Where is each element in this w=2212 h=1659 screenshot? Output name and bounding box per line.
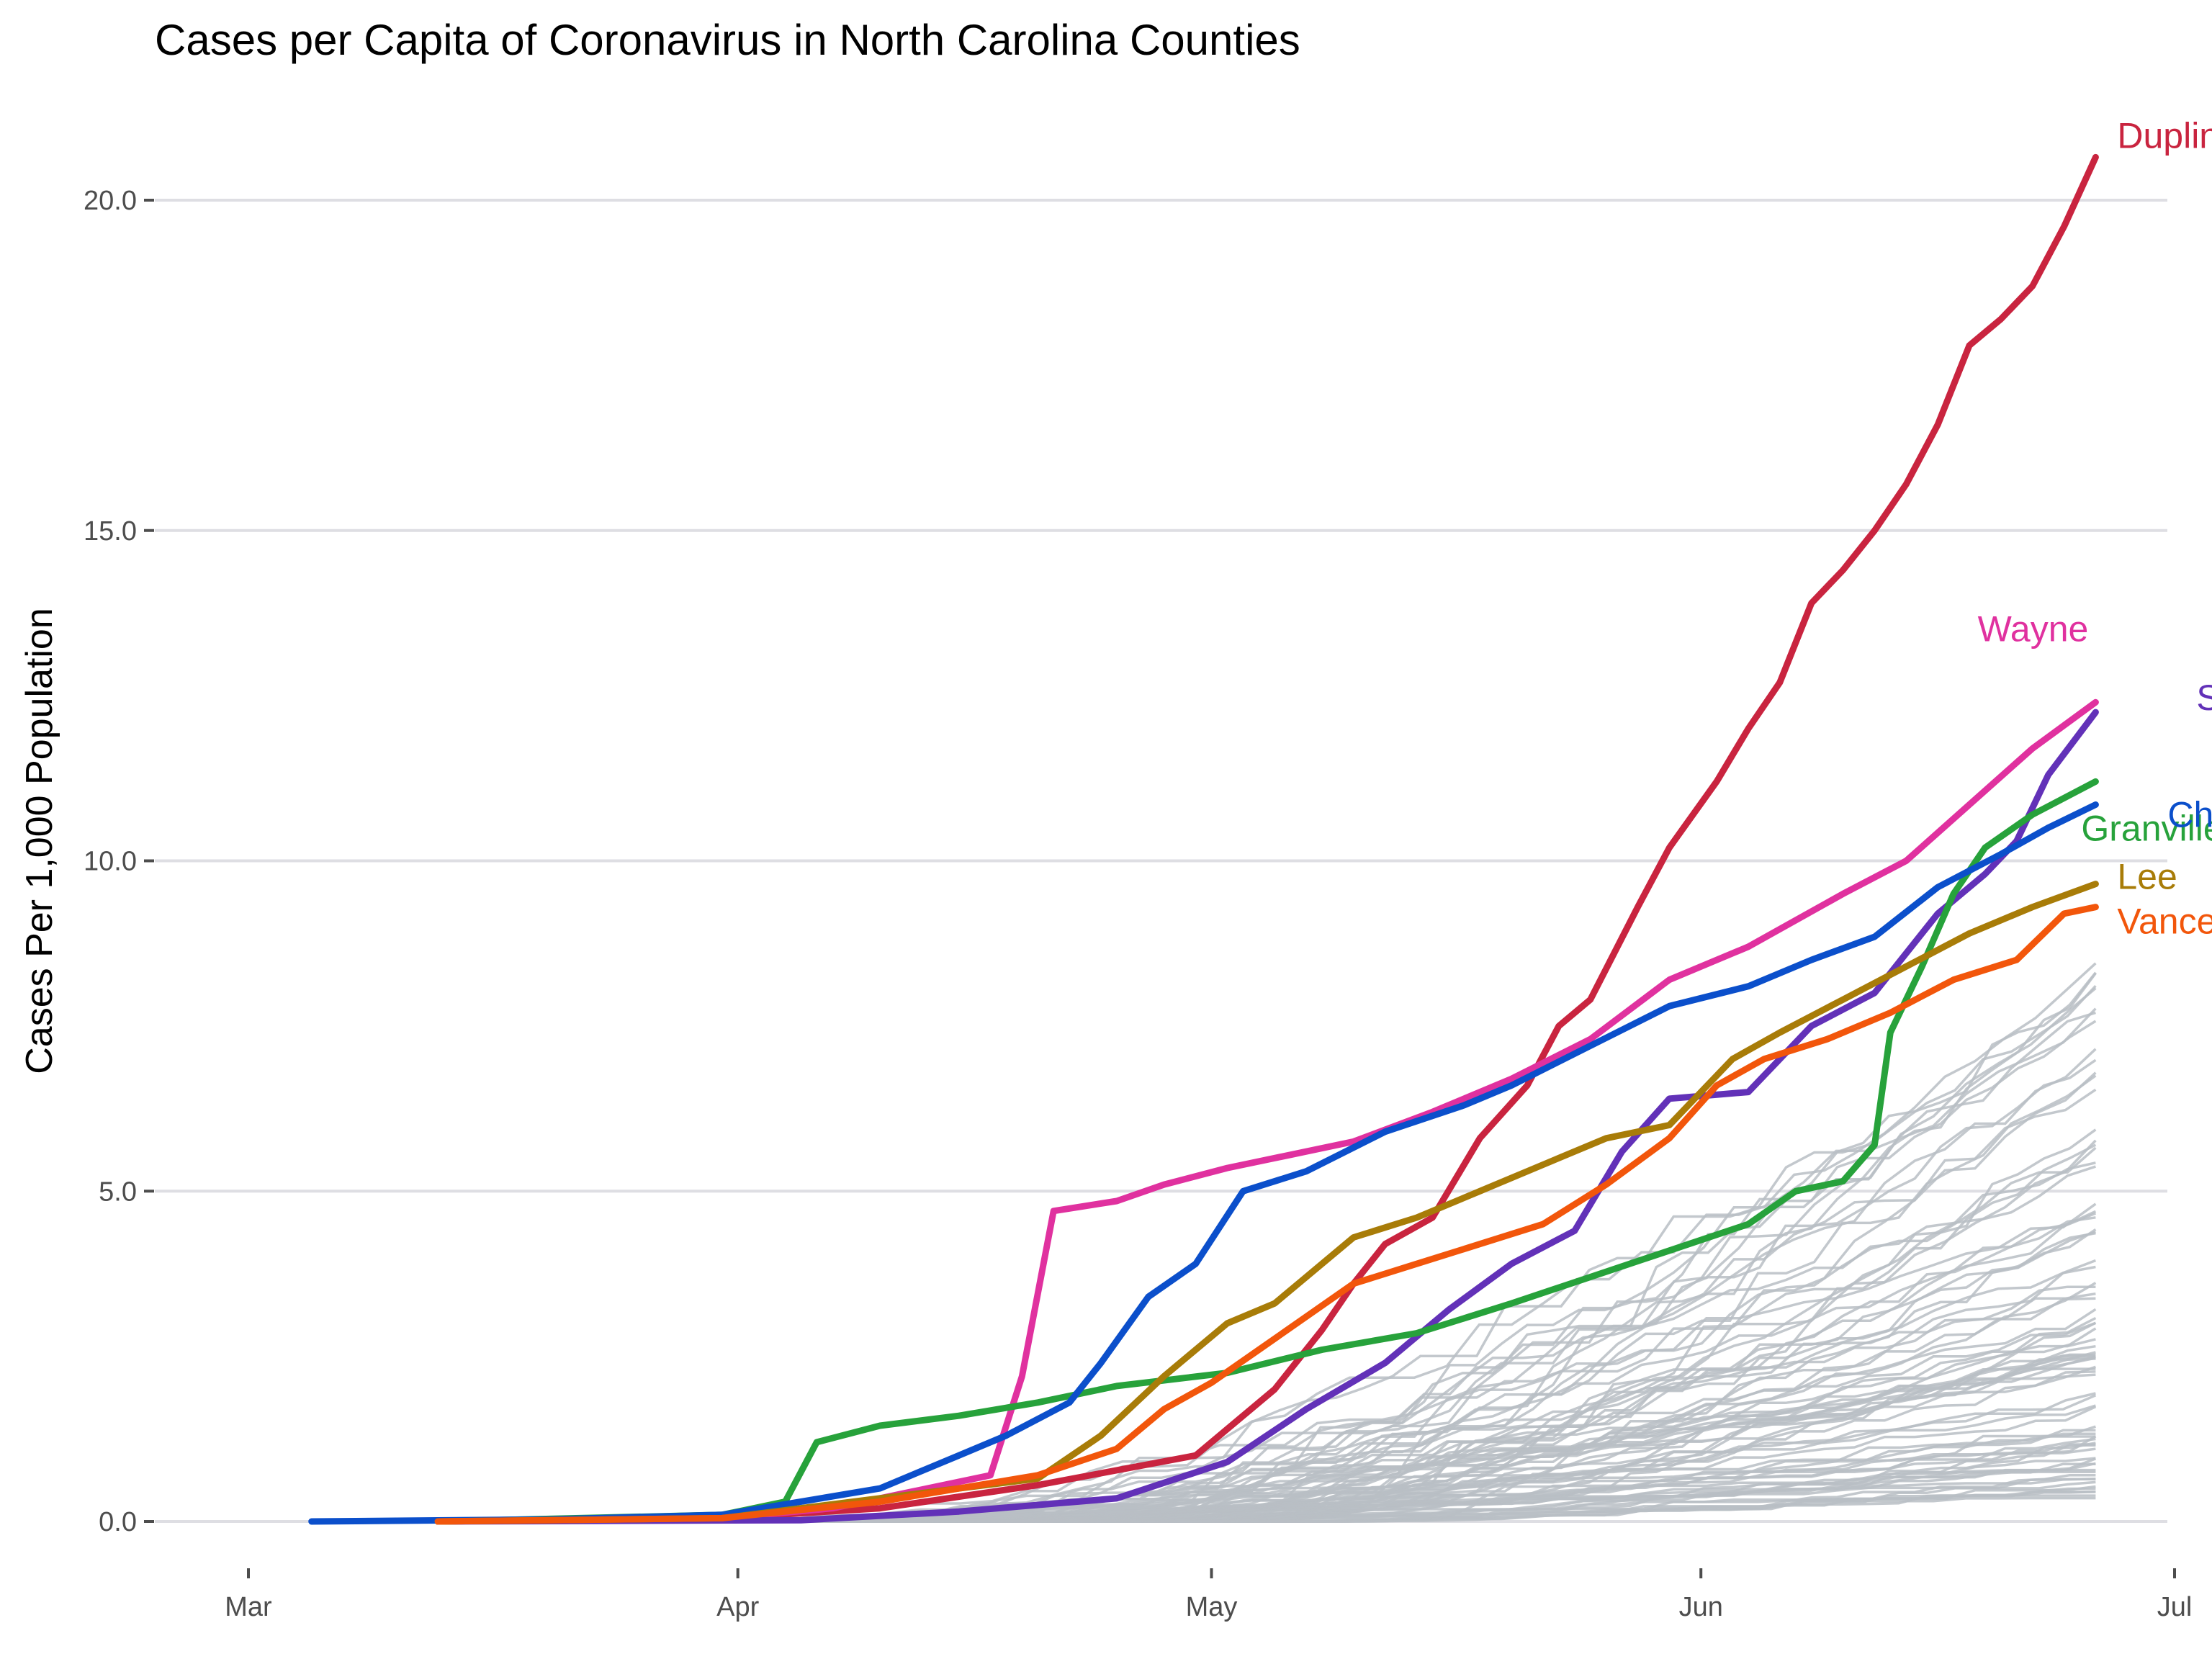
series-line-duplin bbox=[434, 153, 2099, 1525]
y-tick-label: 5.0 bbox=[99, 1177, 137, 1207]
x-tick-label: Jun bbox=[1679, 1592, 1723, 1622]
series-line-vance bbox=[434, 904, 2099, 1525]
y-axis-label: Cases Per 1,000 Population bbox=[19, 608, 60, 1074]
x-tick-label: May bbox=[1186, 1592, 1238, 1622]
series-labels: Duplin Wayne Sampson GranvilleChatham Lee Van… bbox=[1978, 115, 2212, 941]
y-tick-label: 10.0 bbox=[84, 847, 137, 877]
series-line-lee bbox=[434, 881, 2099, 1525]
y-tick-label: 0.0 bbox=[99, 1507, 137, 1537]
x-tick-label: Apr bbox=[716, 1592, 759, 1622]
series-label-granville: Granville bbox=[2081, 808, 2212, 848]
series-line-chatham bbox=[308, 801, 2099, 1525]
highlighted-series bbox=[308, 153, 2099, 1525]
axes: 0.0 5.0 10.0 15.0 20.0 Mar Apr May Jun Jul bbox=[84, 186, 2192, 1622]
series-label-sampson: Sampson bbox=[2196, 678, 2212, 718]
y-tick-label: 15.0 bbox=[84, 516, 137, 547]
y-tick-label: 20.0 bbox=[84, 186, 137, 216]
x-tick-label: Mar bbox=[225, 1592, 272, 1622]
series-label-vance: Vance bbox=[2117, 902, 2212, 942]
chart-title: Cases per Capita of Coronavirus in North… bbox=[155, 16, 1300, 64]
series-label-wayne: Wayne bbox=[1978, 608, 2089, 649]
series-line-wayne bbox=[434, 698, 2099, 1525]
x-tick-label: Jul bbox=[2157, 1592, 2193, 1622]
series-label-duplin: Duplin bbox=[2117, 115, 2212, 156]
county-line bbox=[675, 1228, 2097, 1523]
series-label-chatham: Chatham bbox=[2167, 795, 2212, 835]
series-label-lee: Lee bbox=[2117, 857, 2177, 897]
